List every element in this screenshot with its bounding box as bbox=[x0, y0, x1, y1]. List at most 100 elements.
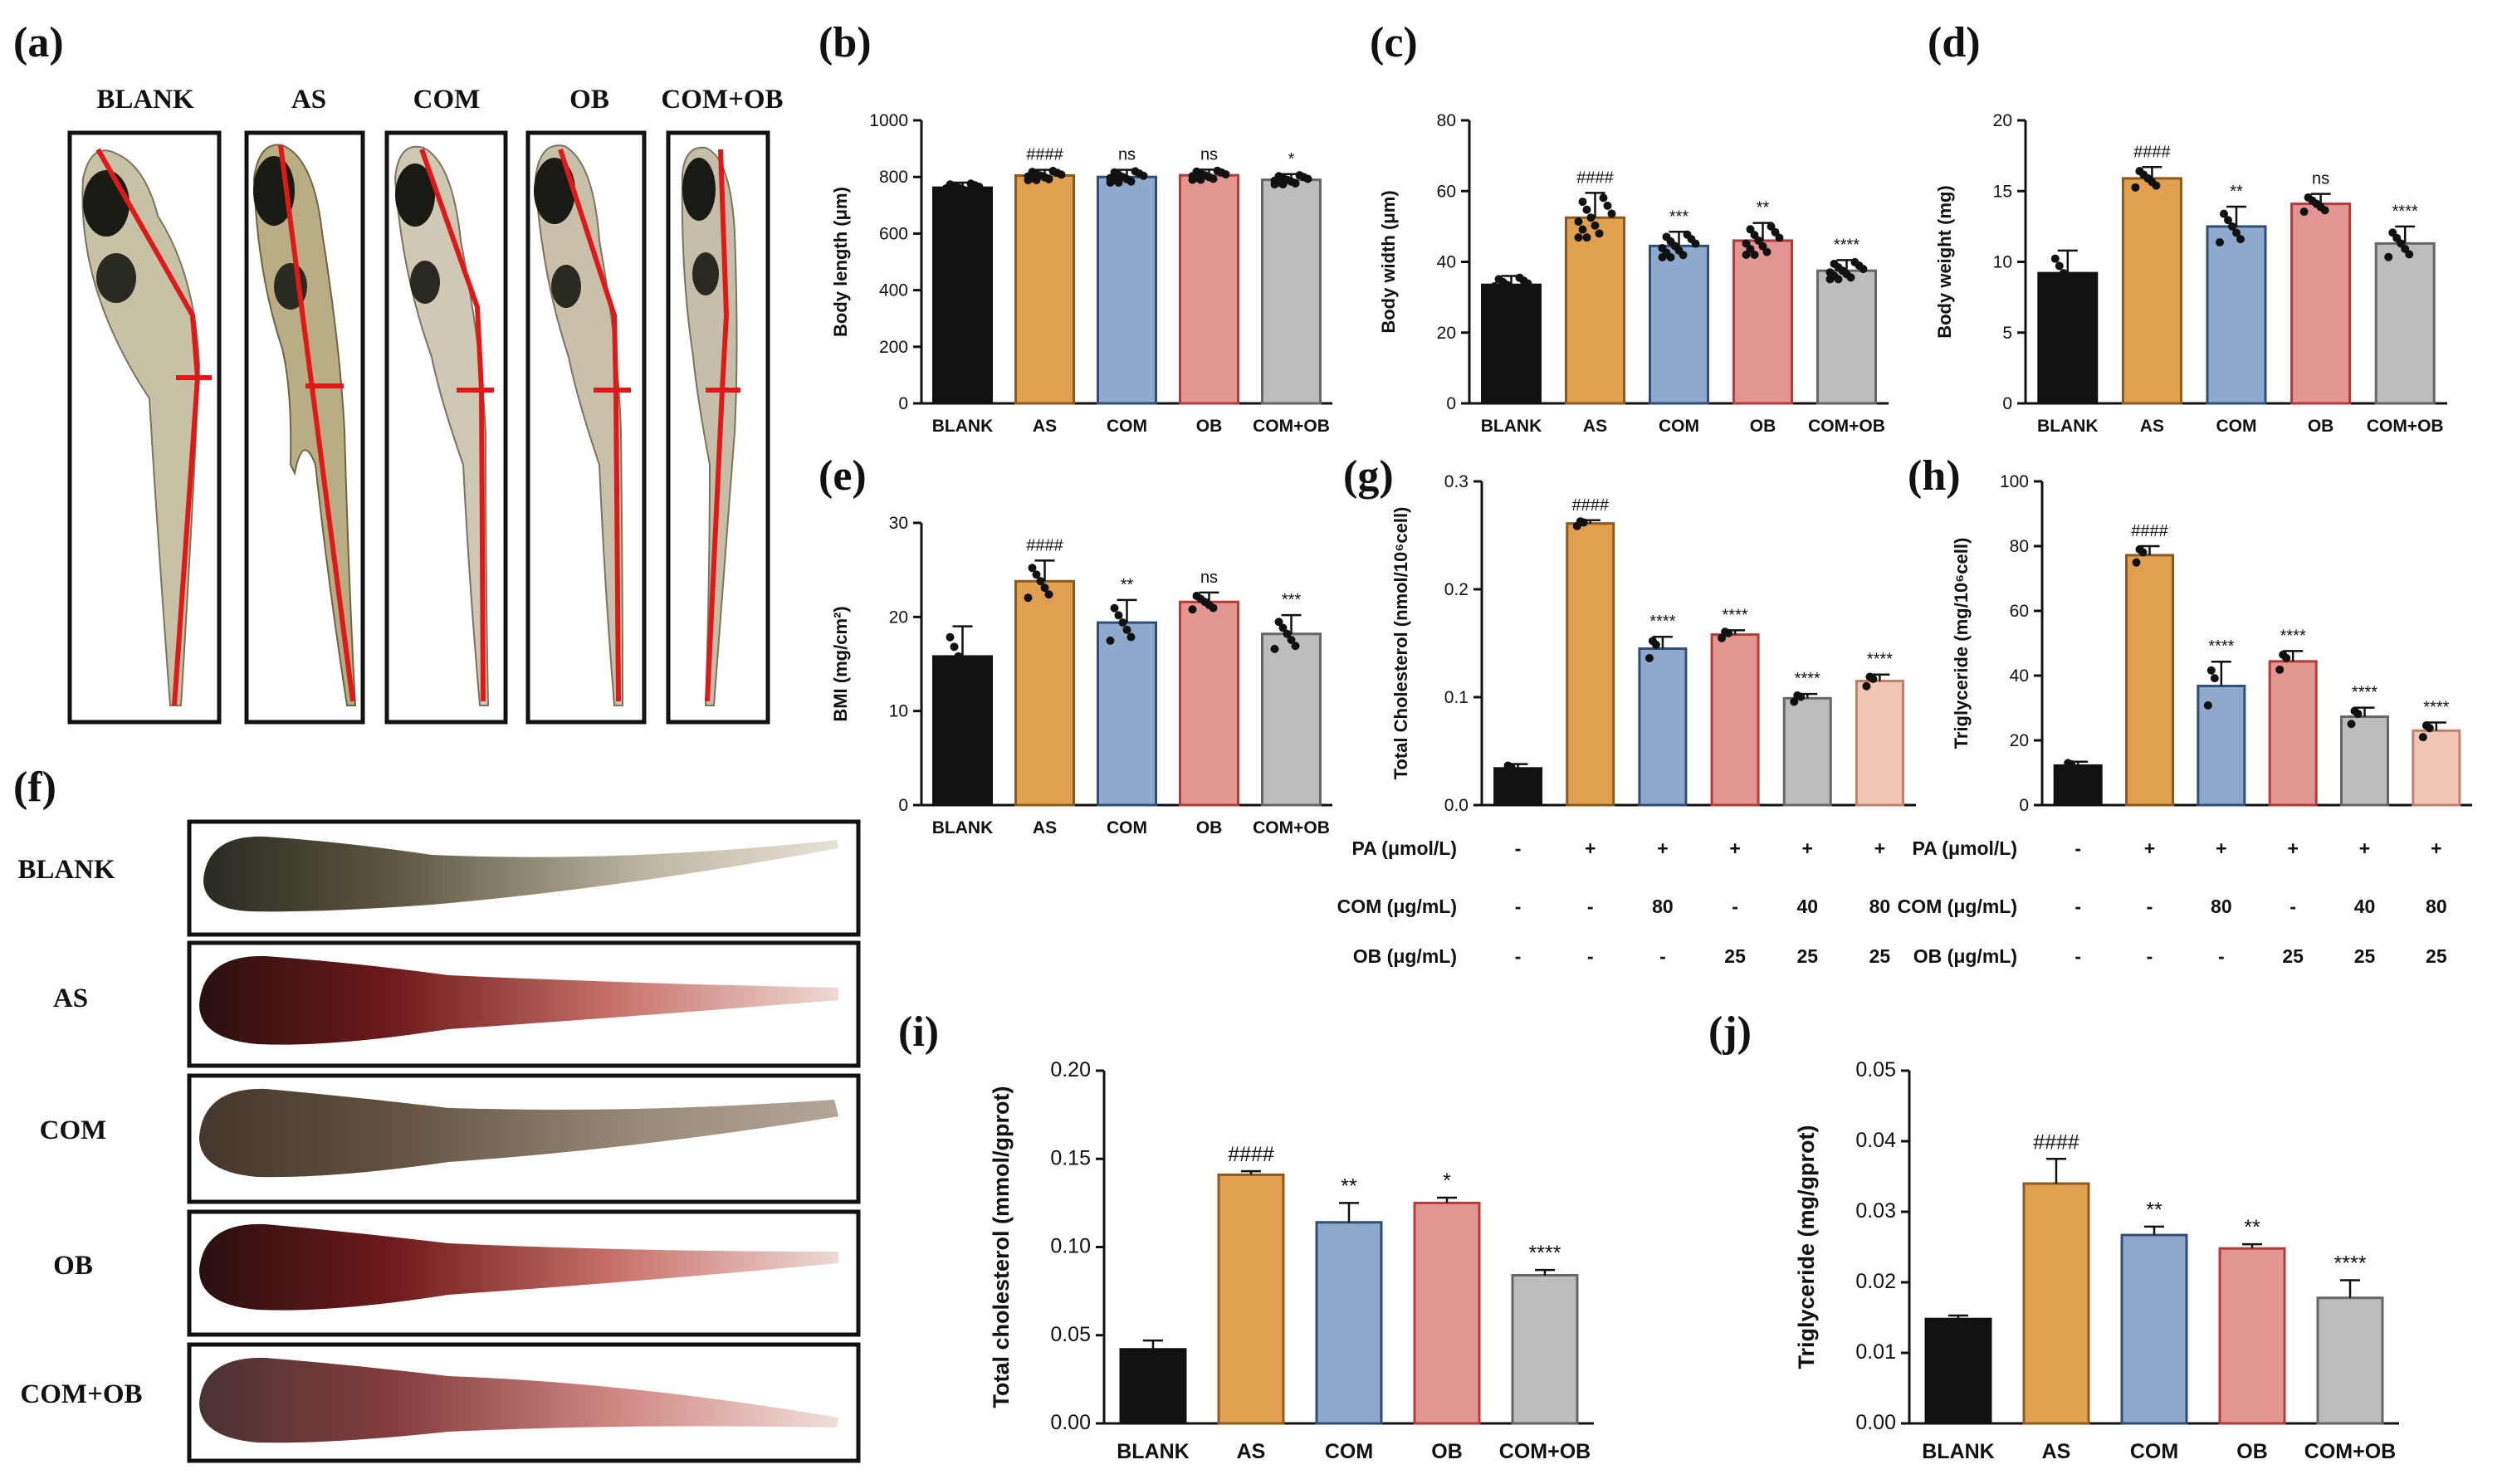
data-point bbox=[2046, 286, 2055, 295]
significance-label: #### bbox=[1026, 536, 1063, 554]
bar-b-0 bbox=[932, 186, 993, 405]
significance-label: ** bbox=[2146, 1198, 2162, 1222]
y-axis-title-c: Body width (μm) bbox=[1378, 190, 1399, 333]
data-point bbox=[2138, 548, 2148, 557]
data-point bbox=[2282, 653, 2291, 662]
y-tick-label: 20 bbox=[889, 608, 908, 627]
y-tick-label: 600 bbox=[879, 224, 908, 243]
y-tick-label: 0.02 bbox=[1855, 1270, 1896, 1293]
y-tick-label: 5 bbox=[2002, 324, 2012, 343]
y-tick-label: 0.01 bbox=[1855, 1340, 1896, 1364]
bar-c-1 bbox=[1565, 216, 1625, 405]
x-tick-label: COM+OB bbox=[1253, 818, 1330, 837]
panel-label-g: (g) bbox=[1343, 452, 1394, 500]
significance-label: **** bbox=[1649, 613, 1675, 631]
data-point bbox=[1114, 178, 1123, 188]
panel-label-j: (j) bbox=[1708, 1008, 1752, 1056]
data-point bbox=[2236, 235, 2245, 244]
condition-value: - bbox=[2290, 896, 2296, 917]
condition-value: 40 bbox=[1796, 896, 1818, 917]
bar-b-3 bbox=[1179, 173, 1239, 405]
fish-label-comob: COM+OB bbox=[661, 85, 783, 115]
y-tick-label: 20 bbox=[1993, 111, 2012, 130]
condition-value: 25 bbox=[1869, 945, 1891, 967]
y-tick-label: 0.03 bbox=[1855, 1199, 1896, 1223]
data-point bbox=[2320, 206, 2329, 215]
x-tick-label: BLANK bbox=[1117, 1440, 1190, 1463]
significance-label: **** bbox=[1723, 606, 1748, 624]
data-point bbox=[1582, 233, 1591, 242]
significance-label: #### bbox=[2033, 1130, 2079, 1154]
condition-value: - bbox=[2075, 896, 2081, 917]
fish-photo-ob bbox=[525, 130, 647, 725]
panel-label-e: (e) bbox=[819, 452, 867, 500]
data-point bbox=[1586, 213, 1596, 222]
bar-i-2 bbox=[1315, 1221, 1383, 1425]
data-point bbox=[1209, 603, 1218, 613]
data-point bbox=[1523, 279, 1532, 288]
chart-i: 0.00 0.05 0.10 0.15 0.20 Total cholesterol (m… bbox=[989, 1058, 1594, 1463]
significance-label: **** bbox=[2280, 627, 2306, 645]
x-tick-label: OB bbox=[1196, 417, 1223, 436]
data-point bbox=[2206, 666, 2216, 675]
data-point bbox=[1574, 217, 1583, 226]
y-tick-label: 80 bbox=[2010, 537, 2029, 556]
significance-label: #### bbox=[1228, 1143, 1274, 1166]
y-axis-title-e: BMI (mg/cm²) bbox=[830, 606, 851, 721]
data-point bbox=[1498, 287, 1508, 296]
x-tick-label: COM bbox=[1107, 818, 1147, 837]
bar-e-2 bbox=[1097, 621, 1157, 807]
y-tick-label: 10 bbox=[1993, 253, 2012, 272]
bar-i-4 bbox=[1511, 1274, 1579, 1425]
bar-j-2 bbox=[2120, 1233, 2188, 1425]
x-tick-label: COM+OB bbox=[2304, 1440, 2396, 1463]
data-point bbox=[2059, 269, 2068, 278]
y-tick-label: 100 bbox=[2000, 472, 2029, 491]
y-tick-label: 0 bbox=[1446, 394, 1456, 413]
y-tick-label: 800 bbox=[879, 168, 908, 187]
bar-d-2 bbox=[2206, 225, 2267, 405]
data-point bbox=[2220, 209, 2228, 218]
condition-value: + bbox=[2359, 837, 2370, 859]
x-tick-label: OB bbox=[2236, 1440, 2268, 1463]
bar-b-4 bbox=[1261, 178, 1322, 405]
bar-e-4 bbox=[1261, 632, 1322, 807]
y-tick-label: 200 bbox=[879, 338, 908, 357]
data-point bbox=[1834, 275, 1843, 284]
data-point bbox=[962, 671, 971, 681]
x-tick-label: OB bbox=[2308, 417, 2334, 436]
data-point bbox=[1718, 633, 1727, 642]
significance-label: **** bbox=[1795, 670, 1820, 688]
panel-label-f: (f) bbox=[13, 764, 56, 811]
bar-b-1 bbox=[1014, 173, 1075, 405]
bar-j-1 bbox=[2022, 1182, 2090, 1425]
x-tick-label: AS bbox=[1237, 1440, 1266, 1463]
data-point bbox=[1603, 201, 1612, 210]
chart-e: 0 10 20 30 BMI (mg/cm²) BLANK #### AS ** COM ns OB *… bbox=[830, 514, 1332, 837]
bar-d-3 bbox=[2290, 203, 2352, 405]
stained-label-ob: OB bbox=[53, 1251, 93, 1281]
data-point bbox=[2232, 228, 2241, 237]
significance-label: * bbox=[1288, 150, 1295, 168]
data-point bbox=[2216, 237, 2224, 247]
y-tick-label: 0.15 bbox=[1050, 1146, 1091, 1169]
significance-label: ** bbox=[1757, 199, 1770, 217]
y-axis-title-g: Total Cholesterol (nmol/10⁶cell) bbox=[1390, 507, 1411, 780]
data-point bbox=[2405, 250, 2414, 259]
condition-value: 25 bbox=[2354, 945, 2376, 967]
data-point bbox=[1126, 632, 1136, 642]
y-tick-label: 80 bbox=[1437, 111, 1456, 130]
significance-label: *** bbox=[1669, 207, 1689, 226]
condition-value: + bbox=[2431, 837, 2441, 859]
condition-value: - bbox=[1515, 896, 1522, 917]
panel-label-d: (d) bbox=[1928, 19, 1981, 66]
condition-value: - bbox=[2147, 945, 2153, 967]
y-tick-label: 0.05 bbox=[1855, 1058, 1896, 1081]
chart-b: 0 200 400 600 800 1000 Body length (μm) BLANK ##… bbox=[830, 111, 1332, 436]
x-tick-label: OB bbox=[1431, 1440, 1463, 1463]
data-point bbox=[1126, 177, 1136, 186]
data-point bbox=[1846, 273, 1855, 282]
bar-i-0 bbox=[1119, 1348, 1187, 1425]
data-point bbox=[954, 652, 963, 661]
